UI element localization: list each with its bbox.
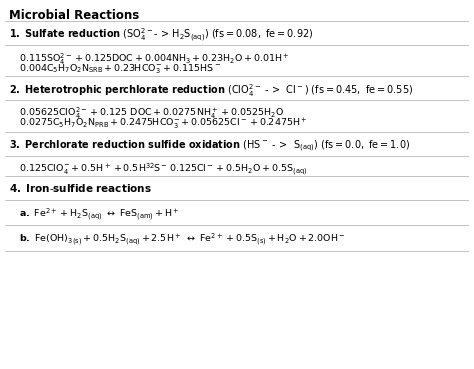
Text: $\mathrm{0.125ClO_4^{-} + 0.5H^+ + 0.5H^{32}S^{-}\ 0.125Cl^- + 0.5H_2O + 0.5S_{(: $\mathrm{0.125ClO_4^{-} + 0.5H^+ + 0.5H^… xyxy=(18,162,308,177)
Text: Microbial Reactions: Microbial Reactions xyxy=(9,9,140,22)
Text: $\mathrm{0.115SO_4^{2-} + 0.125DOC + 0.004NH_3 + 0.23H_2O + 0.01H^+}$: $\mathrm{0.115SO_4^{2-} + 0.125DOC + 0.0… xyxy=(18,51,290,66)
Text: $\mathbf{4.\ Iron\text{-}sulfide\ reactions}$: $\mathbf{4.\ Iron\text{-}sulfide\ reacti… xyxy=(9,182,152,194)
Text: $\mathbf{b.}\ \mathrm{Fe(OH)_{3(s)} + 0.5H_2S_{(aq)} + 2.5H^+\ \leftrightarrow\ : $\mathbf{b.}\ \mathrm{Fe(OH)_{3(s)} + 0.… xyxy=(18,231,346,247)
Text: $\mathrm{0.05625ClO_4^{2-} + 0.125\ DOC + 0.0275NH_4^+ + 0.0525H_2O}$: $\mathrm{0.05625ClO_4^{2-} + 0.125\ DOC … xyxy=(18,106,284,121)
Text: $\mathbf{a.}\ \mathrm{Fe^{2+} + H_2S_{(aq)}\ \leftrightarrow\ FeS_{(am)} + H^+}$: $\mathbf{a.}\ \mathrm{Fe^{2+} + H_2S_{(a… xyxy=(18,206,179,221)
Text: $\mathbf{2.\ Heterotrophic\ perchlorate\ reduction}$ $\mathrm{(ClO_4^{2-}\ \text: $\mathbf{2.\ Heterotrophic\ perchlorate\… xyxy=(9,82,413,99)
Text: $\mathbf{1.\ Sulfate\ reduction}$ $\mathrm{(SO_4^{2-}\!\!\ \text{- >}\ H_2S_{(aq: $\mathbf{1.\ Sulfate\ reduction}$ $\math… xyxy=(9,27,314,44)
Text: $\mathbf{3.\ Perchlorate\ reduction\ sulfide\ oxidation}$ $\mathrm{(HS^-\ \text{: $\mathbf{3.\ Perchlorate\ reduction\ sul… xyxy=(9,138,410,154)
Text: $\mathrm{0.0275C_5H_7O_2N_{PRB} + 0.2475HCO_3^{-} + 0.05625Cl^- + 0.2475H^+}$: $\mathrm{0.0275C_5H_7O_2N_{PRB} + 0.2475… xyxy=(18,117,307,131)
Text: $\mathrm{0.004C_5H_7O_2N_{SRB} + 0.23HCO_3^{-} + 0.115HS^-}$: $\mathrm{0.004C_5H_7O_2N_{SRB} + 0.23HCO… xyxy=(18,62,221,76)
